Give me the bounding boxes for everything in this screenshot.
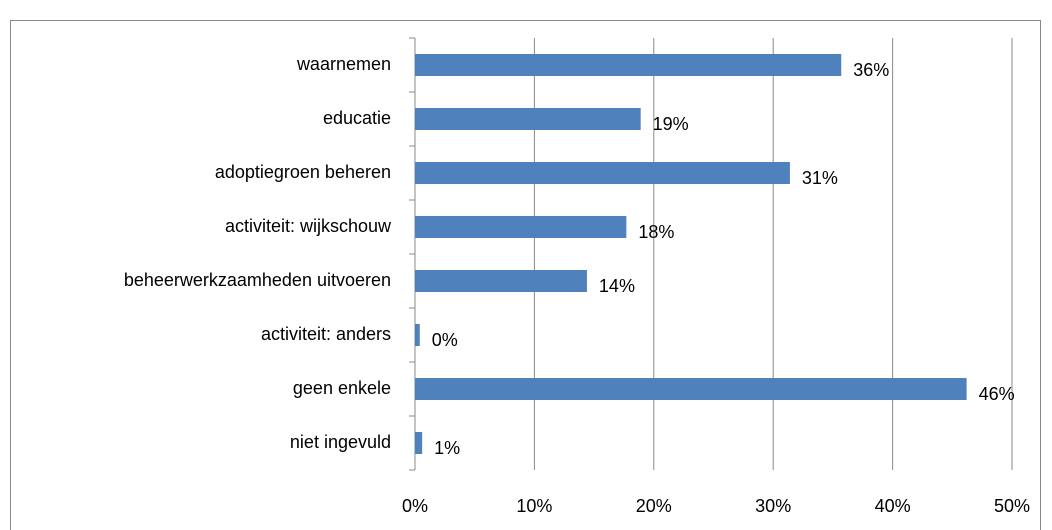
bar (415, 432, 423, 454)
bar (415, 54, 842, 76)
y-tick-label: adoptiegroen beheren (215, 162, 391, 182)
data-label: 36% (853, 60, 889, 80)
x-tick-label: 40% (875, 496, 911, 516)
data-label: 0% (432, 330, 458, 350)
bar (415, 324, 420, 346)
bar (415, 108, 641, 130)
y-tick-label: beheerwerkzaamheden uitvoeren (124, 270, 391, 290)
x-tick-label: 20% (636, 496, 672, 516)
bar (415, 162, 790, 184)
y-tick-label: activiteit: wijkschouw (225, 216, 392, 236)
y-tick-label: educatie (323, 108, 391, 128)
data-label: 31% (802, 168, 838, 188)
x-tick-label: 50% (994, 496, 1030, 516)
x-tick-label: 0% (402, 496, 428, 516)
data-label: 18% (638, 222, 674, 242)
y-tick-label: activiteit: anders (261, 324, 391, 344)
data-label: 1% (434, 438, 460, 458)
bar (415, 270, 587, 292)
data-label: 19% (653, 114, 689, 134)
x-tick-label: 10% (516, 496, 552, 516)
bar (415, 378, 967, 400)
bar (415, 216, 627, 238)
y-tick-label: niet ingevuld (290, 432, 391, 452)
data-label: 14% (599, 276, 635, 296)
y-tick-label: waarnemen (296, 54, 391, 74)
data-label: 46% (979, 384, 1015, 404)
y-tick-label: geen enkele (293, 378, 391, 398)
x-tick-label: 30% (755, 496, 791, 516)
